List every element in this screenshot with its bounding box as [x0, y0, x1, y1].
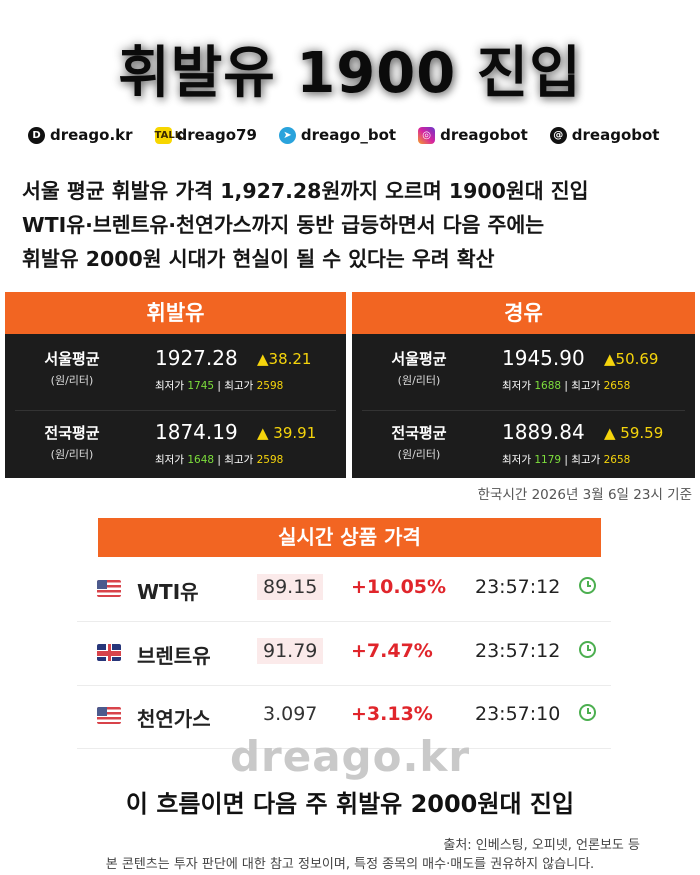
- gasoline-panel: 휘발유 서울평균 (원/리터) 1927.28 ▲38.21 최저가 1745 |…: [5, 292, 346, 478]
- price-row-seoul: 서울평균 (원/리터) 1927.28 ▲38.21 최저가 1745 | 최고가…: [5, 340, 346, 410]
- price-change: ▲ 39.91: [257, 424, 317, 442]
- commodity-price: 3.097: [263, 703, 318, 725]
- kakaotalk-icon: TALK: [154, 126, 182, 144]
- headline-line: 휘발유 2000원 시대가 현실이 될 수 있다는 우려 확산: [22, 247, 495, 271]
- row-label: 전국평균 (원/리터): [374, 422, 464, 462]
- uk-flag-icon: [97, 644, 121, 661]
- price-row-seoul: 서울평균 (원/리터) 1945.90 ▲50.69 최저가 1688 | 최고가…: [352, 340, 695, 410]
- social-dreago[interactable]: D dreago.kr: [28, 126, 133, 144]
- panel-header: 경유: [352, 292, 695, 334]
- price-value: 1927.28: [155, 346, 238, 370]
- row-label: 서울평균 (원/리터): [27, 348, 117, 388]
- dreago-logo-icon: D: [28, 126, 45, 144]
- clock-icon: [579, 577, 596, 594]
- unit-label: (원/리터): [397, 374, 441, 387]
- diesel-panel: 경유 서울평균 (원/리터) 1945.90 ▲50.69 최저가 1688 | …: [352, 292, 695, 478]
- social-label: dreago.kr: [50, 126, 133, 144]
- social-label: dreago_bot: [300, 126, 397, 144]
- social-label: dreago79: [176, 126, 257, 144]
- instagram-icon: ◎: [418, 126, 436, 144]
- source-note: 출처: 인베스팅, 오피넷, 언론보도 등: [443, 838, 640, 853]
- commodity-name: 브렌트유: [137, 644, 211, 668]
- min-max: 최저가 1648 | 최고가 2598: [155, 454, 284, 466]
- divider: [362, 410, 685, 411]
- commodity-row[interactable]: 천연가스 3.097 +3.13% 23:57:10: [77, 685, 611, 749]
- disclaimer: 본 콘텐츠는 투자 판단에 대한 참고 정보이며, 특정 종목의 매수·매도를 …: [105, 857, 595, 872]
- price-change: ▲ 59.59: [604, 424, 664, 442]
- timestamp: 한국시간 2026년 3월 6일 23시 기준: [477, 487, 692, 503]
- commodity-change: +10.05%: [351, 576, 447, 598]
- price-value: 1874.19: [155, 420, 238, 444]
- price-row-national: 전국평균 (원/리터) 1889.84 ▲ 59.59 최저가 1179 | 최고…: [352, 414, 695, 478]
- watermark: dreago.kr: [229, 732, 471, 781]
- row-label: 전국평균 (원/리터): [27, 422, 117, 462]
- price-row-national: 전국평균 (원/리터) 1874.19 ▲ 39.91 최저가 1648 | 최고…: [5, 414, 346, 478]
- social-label: dreagobot: [571, 126, 660, 144]
- social-kakaotalk[interactable]: TALK dreago79: [154, 126, 257, 144]
- row-label: 서울평균 (원/리터): [374, 348, 464, 388]
- commodity-name: 천연가스: [137, 707, 211, 731]
- social-threads[interactable]: @ dreagobot: [549, 126, 660, 144]
- commodity-time: 23:57:12: [475, 640, 561, 662]
- social-instagram[interactable]: ◎ dreagobot: [418, 126, 528, 144]
- social-label: dreagobot: [440, 126, 528, 144]
- commodity-time: 23:57:10: [475, 703, 561, 725]
- threads-icon: @: [549, 126, 567, 144]
- min-max: 최저가 1745 | 최고가 2598: [155, 380, 284, 392]
- commodity-change: +3.13%: [351, 703, 433, 725]
- commodity-row[interactable]: WTI유 89.15 +10.05% 23:57:12: [77, 558, 611, 622]
- social-telegram[interactable]: ➤ dreago_bot: [278, 126, 397, 144]
- unit-label: (원/리터): [50, 448, 94, 461]
- price-value: 1945.90: [502, 346, 585, 370]
- us-flag-icon: [97, 707, 121, 724]
- headline-line: WTI유·브렌트유·천연가스까지 동반 급등하면서 다음 주에는: [22, 213, 545, 237]
- commodity-name: WTI유: [137, 580, 199, 604]
- divider: [15, 410, 336, 411]
- price-change: ▲38.21: [257, 350, 312, 368]
- clock-icon: [579, 704, 596, 721]
- commodity-price: 91.79: [257, 638, 324, 664]
- social-links: D dreago.kr TALK dreago79 ➤ dreago_bot ◎…: [28, 126, 688, 144]
- headline-line: 서울 평균 휘발유 가격 1,927.28원까지 오르며 1900원대 진입: [22, 179, 589, 203]
- page-title: 휘발유 1900 진입: [118, 41, 582, 106]
- telegram-icon: ➤: [278, 126, 296, 144]
- us-flag-icon: [97, 580, 121, 597]
- panel-header: 휘발유: [5, 292, 346, 334]
- unit-label: (원/리터): [50, 374, 94, 387]
- commodity-price: 89.15: [257, 574, 324, 600]
- realtime-header: 실시간 상품 가격: [98, 518, 601, 557]
- unit-label: (원/리터): [397, 448, 441, 461]
- commodity-row[interactable]: 브렌트유 91.79 +7.47% 23:57:12: [77, 622, 611, 686]
- commodity-change: +7.47%: [351, 640, 433, 662]
- bottom-headline: 이 흐름이면 다음 주 휘발유 2000원대 진입: [125, 790, 575, 818]
- price-change: ▲50.69: [604, 350, 659, 368]
- min-max: 최저가 1688 | 최고가 2658: [502, 380, 631, 392]
- headline: 서울 평균 휘발유 가격 1,927.28원까지 오르며 1900원대 진입 W…: [22, 174, 682, 276]
- min-max: 최저가 1179 | 최고가 2658: [502, 454, 631, 466]
- commodity-time: 23:57:12: [475, 576, 561, 598]
- price-value: 1889.84: [502, 420, 585, 444]
- clock-icon: [579, 641, 596, 658]
